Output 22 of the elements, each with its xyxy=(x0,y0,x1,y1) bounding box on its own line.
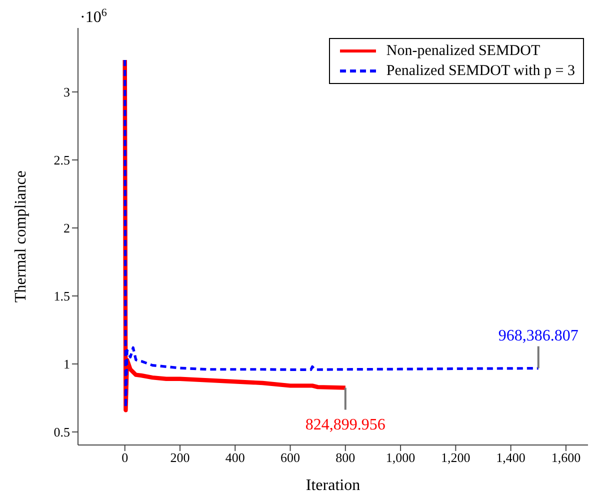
x-tick-label: 1,400 xyxy=(496,450,526,466)
x-tick-label: 1,000 xyxy=(386,450,416,466)
legend-label: Penalized SEMDOT with p = 3 xyxy=(386,62,575,81)
y-tick-label: 1.5 xyxy=(54,288,70,304)
x-tick-label: 200 xyxy=(170,450,190,466)
x-tick-label: 0 xyxy=(122,450,128,466)
annotation: 968,386.807 xyxy=(498,327,578,344)
y-tick-label: 2.5 xyxy=(54,152,70,168)
annotation: 824,899.956 xyxy=(305,416,386,434)
y-axis-title: Thermal compliance xyxy=(12,170,30,302)
y-tick-label: 0.5 xyxy=(54,424,70,440)
x-tick-label: 600 xyxy=(280,450,300,466)
x-tick-label: 1,600 xyxy=(551,450,581,466)
legend-label: Non-penalized SEMDOT xyxy=(386,42,540,61)
y-tick-label: 3 xyxy=(64,84,70,100)
x-tick-label: 400 xyxy=(225,450,245,466)
x-tick-label: 1,200 xyxy=(441,450,470,466)
y-tick-label: 1 xyxy=(64,356,70,372)
text: ·10$^{6}$ xyxy=(80,7,108,26)
y-tick-label: 2 xyxy=(64,220,70,236)
x-tick-label: 800 xyxy=(336,450,356,466)
x-axis-title: Iteration xyxy=(306,477,360,494)
